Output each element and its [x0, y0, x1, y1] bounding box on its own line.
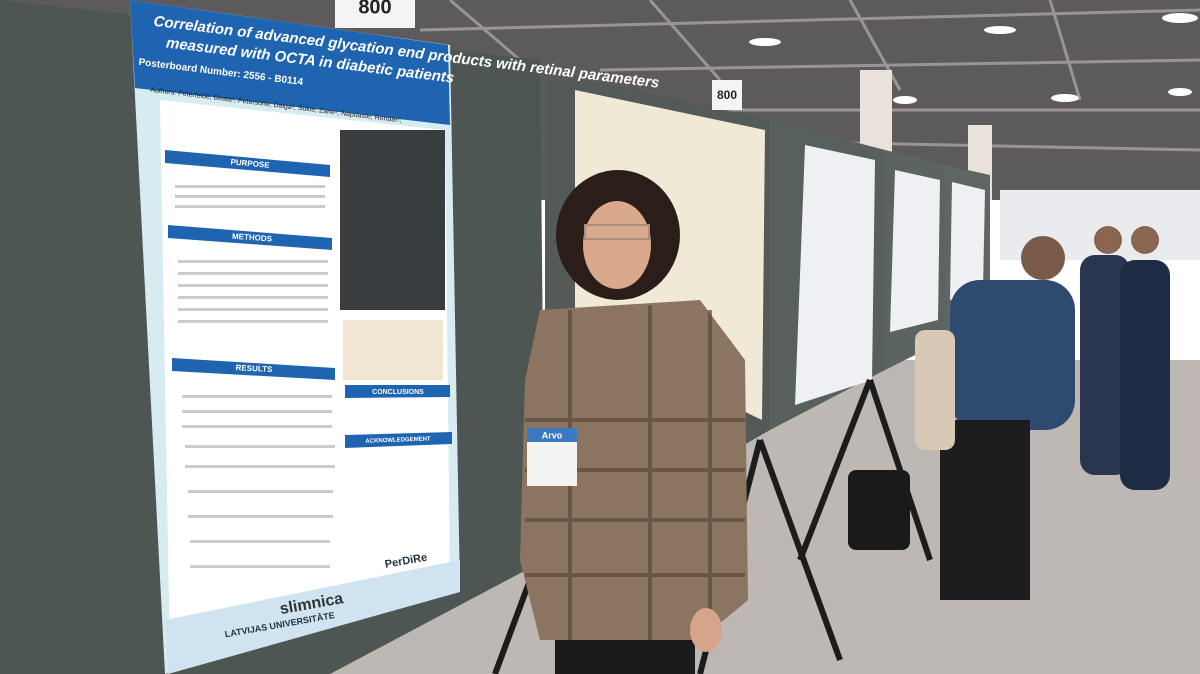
poster-header	[130, 0, 450, 125]
poster	[890, 170, 940, 332]
logo-strip	[165, 560, 460, 674]
board-sign	[712, 80, 742, 110]
ceiling-lights	[749, 13, 1198, 104]
board-number: 800	[358, 0, 391, 18]
badge-text: Arvo	[542, 430, 563, 440]
poster	[795, 145, 875, 405]
section-headers	[165, 150, 452, 448]
section-title: METHODS	[232, 232, 273, 244]
board-sign	[335, 0, 415, 28]
poster	[950, 182, 985, 300]
board-number: 800	[717, 88, 737, 102]
poster-text-lines	[175, 185, 335, 568]
people-background	[848, 226, 1170, 600]
section-title: PURPOSE	[230, 157, 270, 169]
person: Arvo	[520, 170, 748, 674]
section-title: CONCLUSIONS	[372, 389, 424, 396]
oct-images	[340, 130, 445, 310]
figure-chart	[343, 320, 443, 380]
section-title: ACKNOWLEDGEMENT	[365, 436, 431, 444]
section-title: RESULTS	[235, 363, 273, 374]
